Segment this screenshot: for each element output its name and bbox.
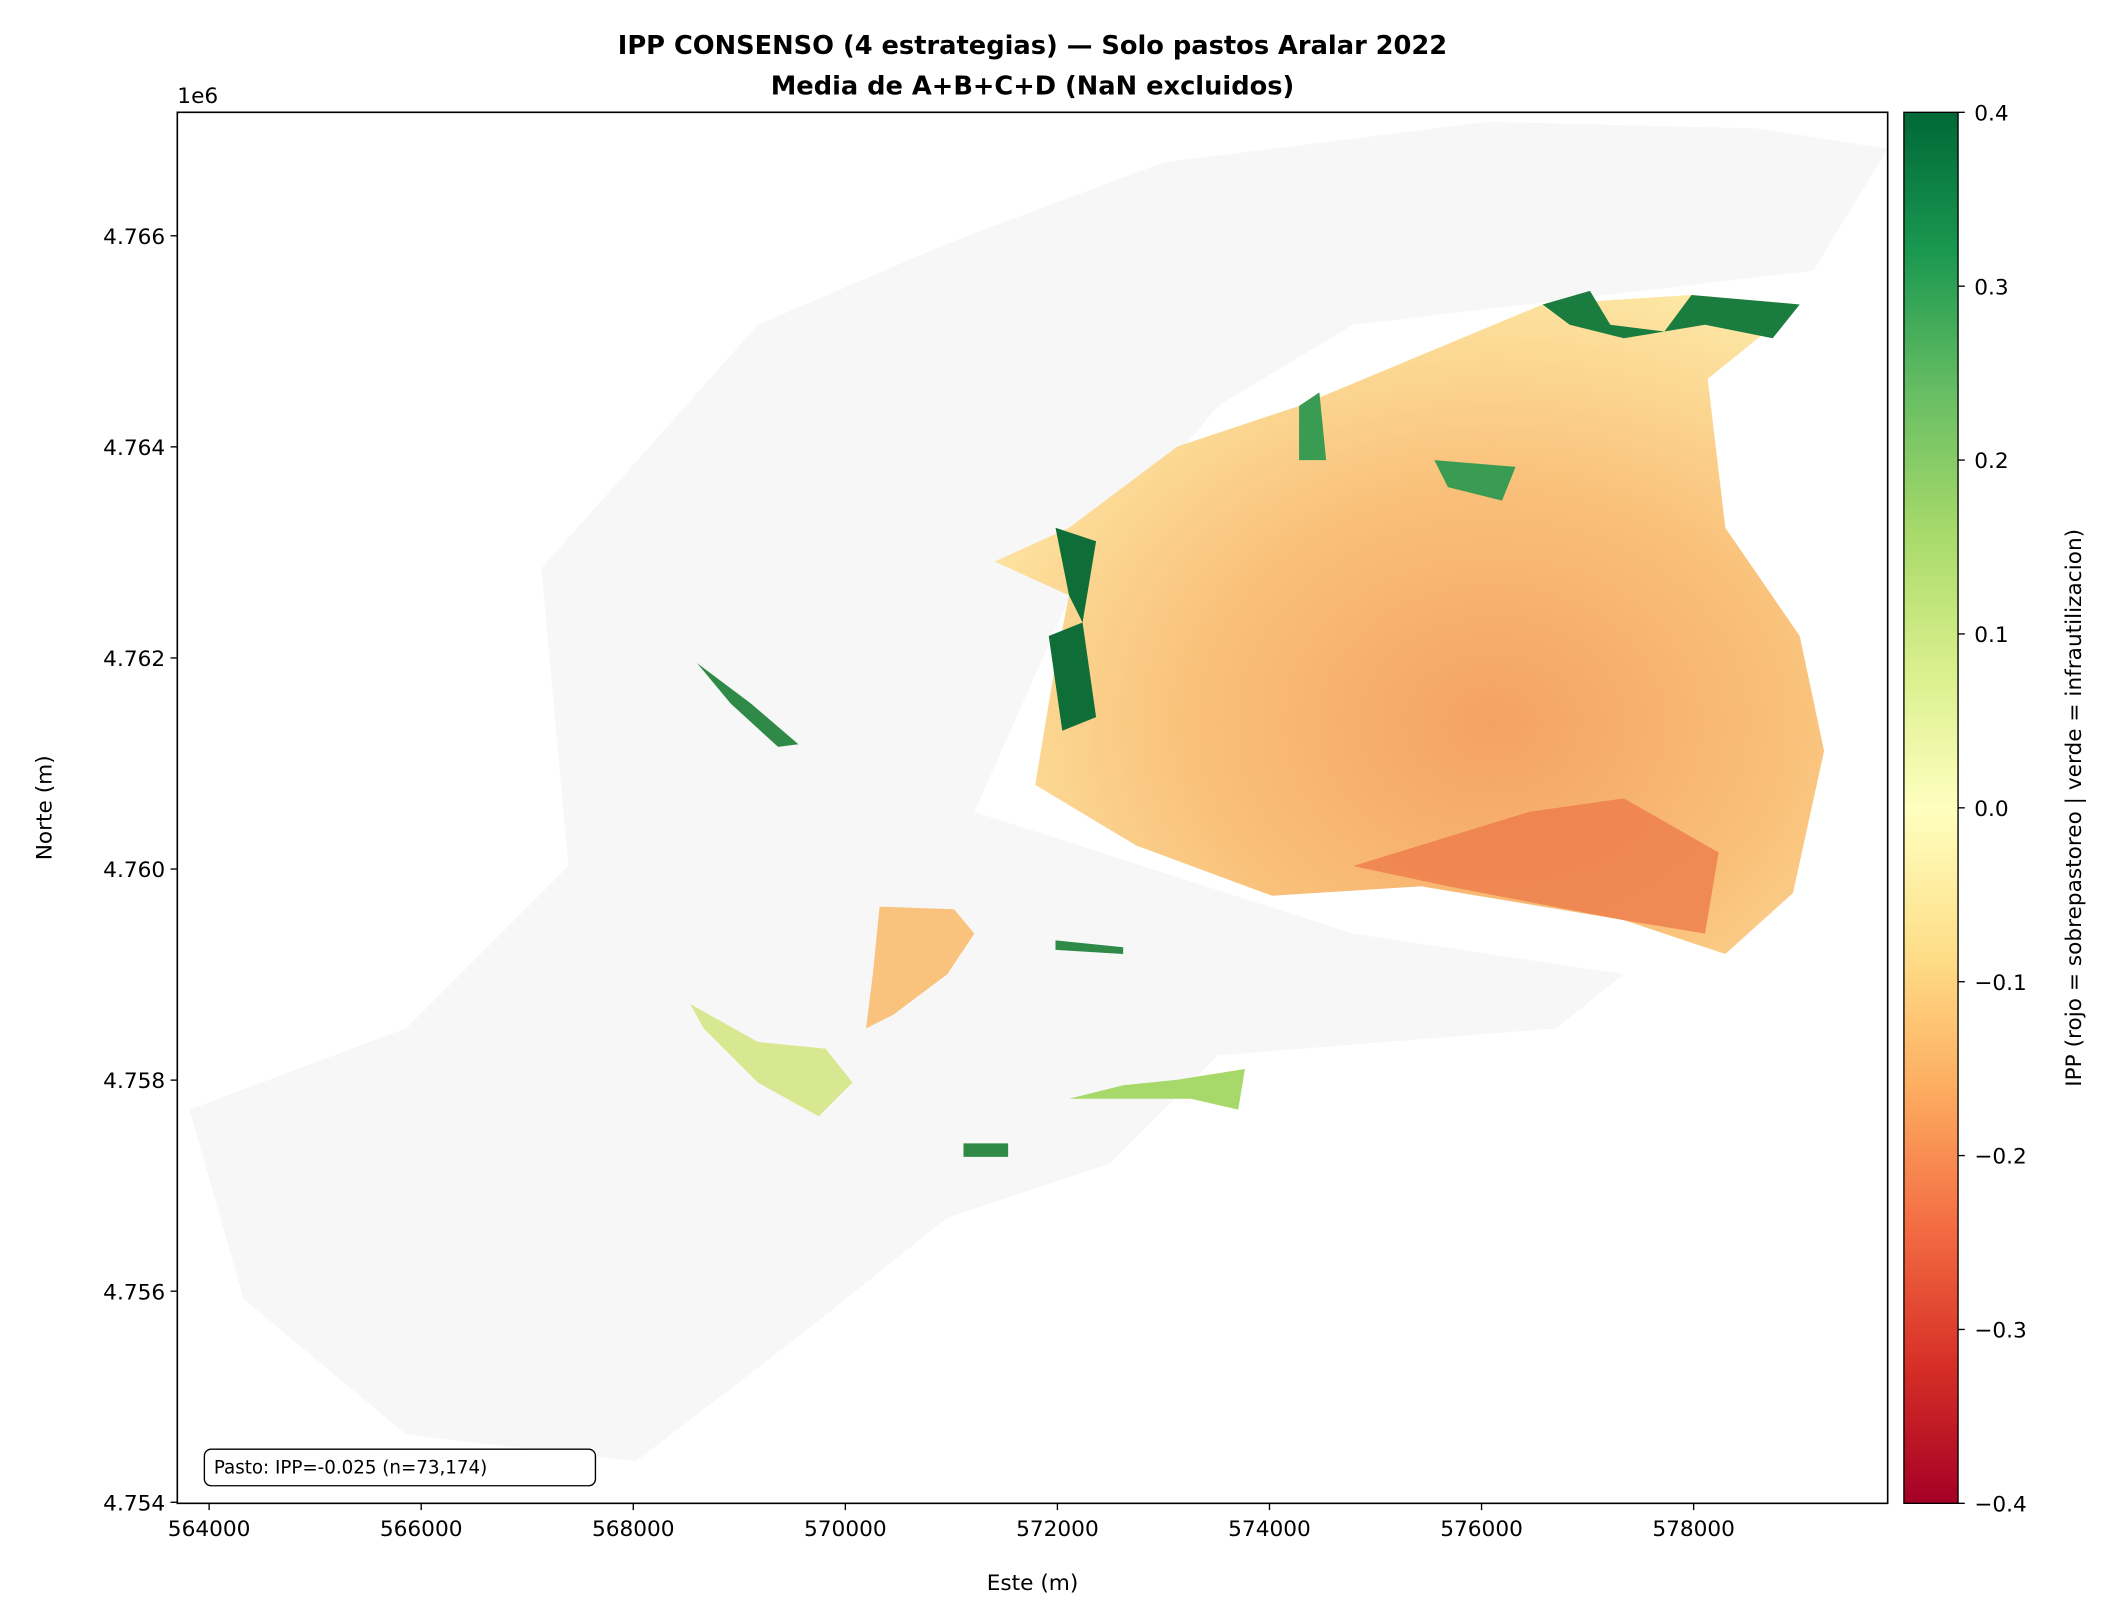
chart-subtitle: Media de A+B+C+D (NaN excluidos) — [771, 72, 1295, 102]
colorbar-tick-label: 0.0 — [1974, 797, 2008, 822]
colorbar-tick-label: −0.3 — [1974, 1319, 2027, 1344]
pasture-region — [1353, 798, 1719, 934]
x-tick-label: 568000 — [592, 1517, 675, 1542]
y-tick-label: 4.764 — [103, 436, 165, 461]
x-tick-label: 572000 — [1016, 1517, 1099, 1542]
colorbar-tick-label: 0.2 — [1974, 449, 2008, 474]
y-tick-label: 4.760 — [103, 858, 165, 883]
x-axis-label: Este (m) — [987, 1571, 1079, 1596]
y-tick-label: 4.754 — [103, 1491, 165, 1516]
colorbar — [1903, 111, 1959, 1505]
x-tick-label: 564000 — [168, 1517, 251, 1542]
y-offset-label: 1e6 — [177, 84, 218, 109]
pasture-region — [994, 294, 1825, 954]
x-tick-label: 574000 — [1228, 1517, 1311, 1542]
y-tick-label: 4.756 — [103, 1280, 165, 1305]
colorbar-tick-label: −0.2 — [1974, 1145, 2027, 1170]
background-area — [189, 121, 1888, 1462]
pasture-region — [1069, 1068, 1245, 1110]
pasture-region — [690, 1004, 853, 1117]
colorbar-tick-label: −0.1 — [1974, 971, 2027, 996]
x-tick-label: 566000 — [380, 1517, 463, 1542]
colorbar-tick-label: 0.1 — [1974, 623, 2008, 648]
x-tick-label: 576000 — [1440, 1517, 1523, 1542]
pasture-region — [1048, 527, 1097, 731]
pasture-region — [866, 906, 975, 1029]
colorbar-tick-label: 0.3 — [1974, 275, 2008, 300]
chart-title: IPP CONSENSO (4 estrategias) — Solo past… — [618, 31, 1447, 61]
axes-frame — [176, 111, 1889, 1505]
annotation-box — [203, 1448, 597, 1487]
annotation: Pasto: IPP=-0.025 (n=73,174) — [214, 1458, 487, 1479]
y-tick-label: 4.758 — [103, 1069, 165, 1094]
colorbar-tick-label: 0.4 — [1974, 101, 2008, 126]
pasture-region — [1542, 290, 1800, 339]
x-tick-label: 578000 — [1652, 1517, 1735, 1542]
colorbar-label: IPP (rojo = sobrepastoreo | verde = infr… — [2062, 529, 2087, 1087]
colorbar-tick-label: −0.4 — [1974, 1492, 2027, 1517]
x-tick-label: 570000 — [804, 1517, 887, 1542]
y-axis-label: Norte (m) — [32, 755, 57, 860]
pasture-region — [1299, 392, 1516, 501]
y-tick-label: 4.762 — [103, 647, 165, 672]
map — [189, 121, 1888, 1462]
y-tick-label: 4.766 — [103, 225, 165, 250]
